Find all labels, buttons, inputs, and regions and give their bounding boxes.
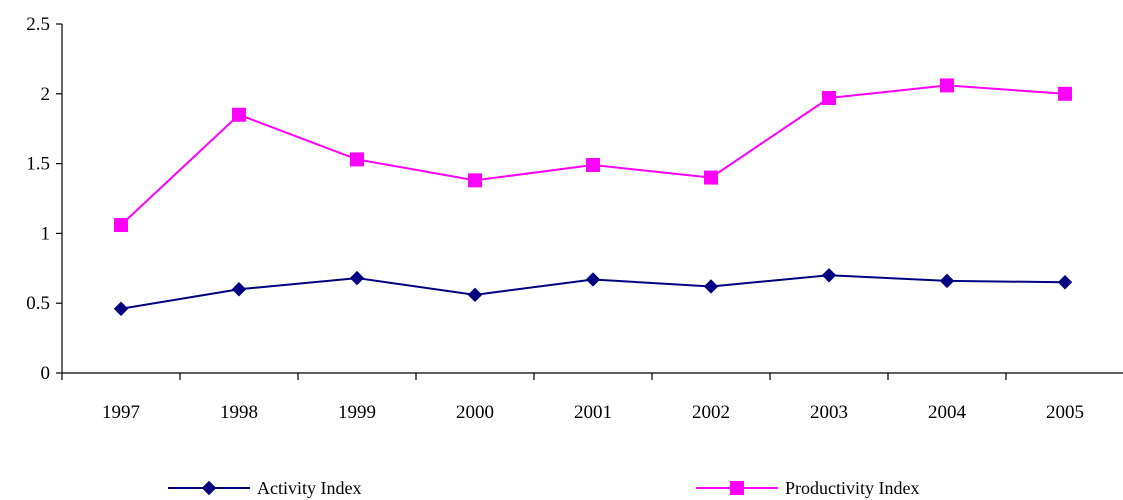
x-tick-label: 2003 (810, 402, 848, 423)
chart-axes: 0 0.5 1 1.5 2 2.5 1997 1998 1999 2000 2001 2002 2003… (26, 14, 1123, 423)
activity-index-point (349, 270, 365, 286)
legend-label: Activity Index (257, 478, 361, 498)
productivity-index-point (350, 152, 364, 167)
x-tick-label: 2005 (1046, 402, 1084, 423)
x-tick-label: 1999 (338, 402, 376, 423)
productivity-index-point (468, 173, 482, 188)
productivity-index-point (114, 218, 128, 233)
chart-legend: Activity Index Productivity Index (168, 478, 919, 498)
activity-index-point (1057, 275, 1073, 290)
chart-series (113, 78, 1073, 316)
activity-index-point (113, 301, 129, 316)
y-tick-label: 1 (41, 223, 51, 244)
x-tick-label: 2000 (456, 402, 494, 423)
x-tick-label: 1997 (102, 402, 140, 423)
x-tick-label: 1998 (220, 402, 258, 423)
activity-index-series (113, 268, 1073, 316)
productivity-index-point (822, 90, 836, 105)
productivity-index-series (114, 78, 1072, 233)
activity-index-point (231, 282, 247, 297)
legend-item-activity-index: Activity Index (168, 478, 361, 498)
productivity-index-line (120, 84, 1066, 226)
legend-label: Productivity Index (785, 478, 919, 498)
activity-index-point (585, 272, 601, 287)
x-tick-label: 2001 (574, 402, 612, 423)
activity-index-point (703, 279, 719, 294)
y-tick-label: 1.5 (26, 154, 50, 175)
x-tick-label: 2002 (692, 402, 730, 423)
legend-marker (201, 480, 217, 496)
activity-index-point (939, 273, 955, 289)
legend-item-productivity-index: Productivity Index (696, 478, 919, 498)
y-tick-label: 0 (41, 363, 51, 384)
activity-index-point (467, 287, 483, 303)
productivity-index-point (1058, 86, 1072, 101)
y-tick-label: 0.5 (26, 293, 50, 314)
activity-index-point (821, 268, 837, 283)
productivity-index-point (232, 107, 246, 122)
y-tick-label: 2 (41, 84, 51, 105)
x-tick-label: 2004 (928, 402, 967, 423)
legend-marker (730, 481, 744, 495)
productivity-index-point (940, 78, 954, 93)
productivity-index-point (586, 157, 600, 172)
y-tick-label: 2.5 (26, 14, 50, 35)
productivity-index-point (704, 170, 718, 185)
